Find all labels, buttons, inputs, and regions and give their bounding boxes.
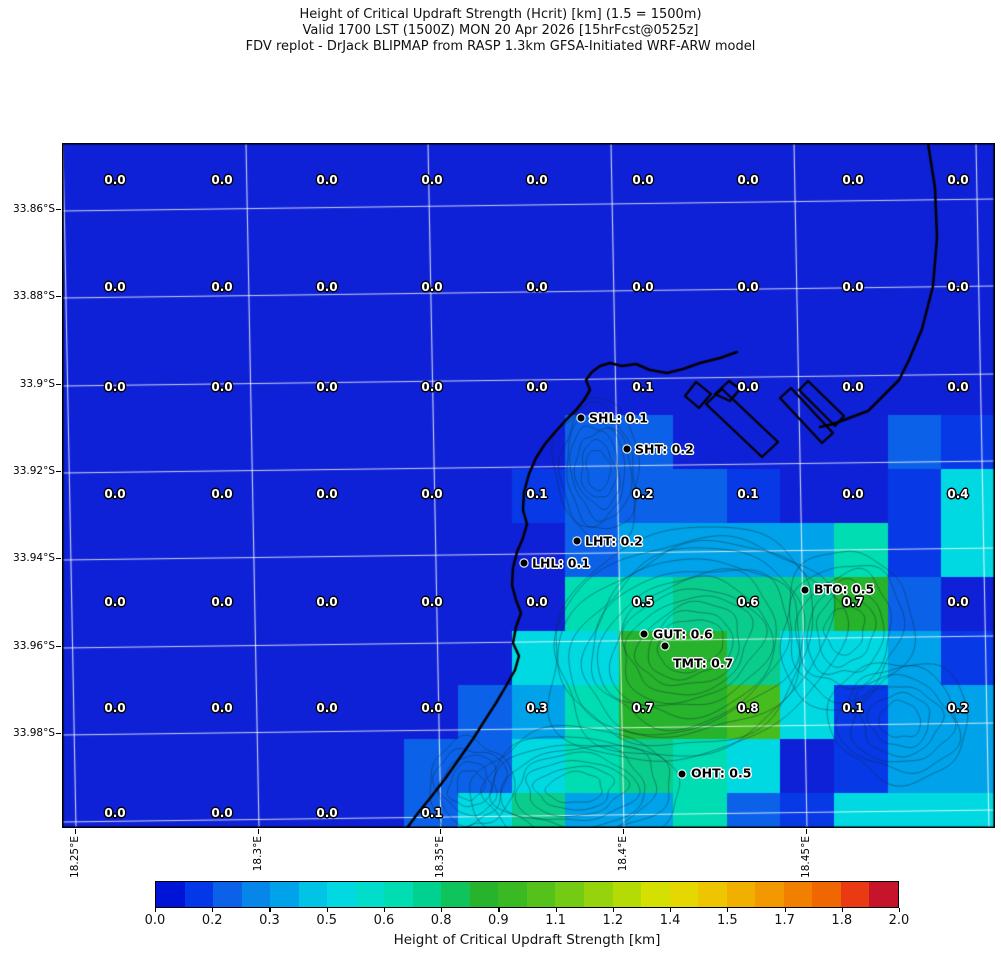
colorbar-tick — [155, 908, 157, 912]
colorbar-segment — [384, 882, 413, 907]
colorbar-tick — [555, 908, 557, 912]
lat-tick-label: 33.92°S — [13, 465, 55, 477]
colorbar-label: Height of Critical Updraft Strength [km] — [393, 932, 661, 948]
lon-axis-tick — [623, 829, 625, 834]
colorbar-segment — [156, 882, 185, 907]
colorbar-tick-label: 1.4 — [659, 913, 681, 928]
colorbar-segment — [755, 882, 784, 907]
lon-axis-tick — [806, 829, 808, 834]
lat-axis-tick — [56, 296, 61, 298]
lat-axis-tick — [56, 384, 61, 386]
lon-tick-label: 18.35°E — [434, 836, 446, 878]
colorbar-segment — [412, 882, 442, 907]
colorbar-segment — [869, 882, 898, 907]
colorbar-tick-label: 1.7 — [774, 913, 795, 928]
colorbar-tick-label: 1.1 — [545, 913, 566, 928]
colorbar-tick-label: 1.8 — [831, 913, 853, 928]
colorbar-tick — [612, 908, 615, 912]
colorbar-segment — [441, 882, 470, 907]
colorbar-tick-label: 2.0 — [888, 913, 910, 928]
lon-tick-label: 18.3°E — [252, 836, 264, 872]
colorbar-tick-label: 0.5 — [316, 913, 338, 928]
lat-axis-tick — [56, 209, 61, 211]
colorbar-segment — [298, 882, 328, 907]
colorbar-tick-label: 0.8 — [430, 913, 452, 928]
lon-axis-tick — [258, 829, 260, 834]
colorbar-tick — [727, 908, 729, 912]
colorbar-tick-label: 0.6 — [373, 913, 395, 928]
colorbar-tick — [784, 908, 786, 912]
lat-axis-tick — [56, 471, 61, 473]
colorbar-segment — [327, 882, 356, 907]
colorbar-tick — [269, 908, 271, 912]
plot-title-line2: Valid 1700 LST (1500Z) MON 20 Apr 2026 [… — [302, 23, 699, 38]
colorbar-tick — [498, 908, 500, 912]
colorbar-tick-label: 0.3 — [259, 913, 280, 928]
lat-tick-label: 33.98°S — [13, 727, 55, 739]
colorbar-segment — [669, 882, 699, 907]
lat-tick-label: 33.96°S — [13, 640, 55, 652]
colorbar-segment — [726, 882, 756, 907]
lon-tick-label: 18.4°E — [617, 836, 629, 872]
lat-tick-label: 33.9°S — [19, 378, 55, 390]
colorbar-tick — [326, 908, 328, 912]
colorbar-segment — [526, 882, 556, 907]
lon-axis-tick — [75, 829, 77, 834]
colorbar-tick — [441, 908, 443, 912]
colorbar-segment — [555, 882, 584, 907]
colorbar-segment — [469, 882, 499, 907]
colorbar-tick-label: 0.2 — [201, 913, 223, 928]
colorbar-tick — [899, 908, 901, 912]
colorbar-tick — [841, 908, 843, 912]
lon-tick-label: 18.25°E — [69, 836, 81, 878]
colorbar-segment — [583, 882, 613, 907]
colorbar-segment — [184, 882, 214, 907]
colorbar-tick-label: 0.0 — [144, 913, 166, 928]
colorbar-segment — [270, 882, 299, 907]
map-canvas — [62, 143, 995, 828]
plot-title-line1: Height of Critical Updraft Strength (Hcr… — [299, 7, 702, 22]
colorbar-segment — [840, 882, 870, 907]
colorbar-segment — [241, 882, 271, 907]
colorbar-segment — [812, 882, 841, 907]
lat-axis-tick — [56, 558, 61, 560]
lat-tick-label: 33.94°S — [13, 552, 55, 564]
lon-tick-label: 18.45°E — [800, 836, 812, 878]
plot-title-line3: FDV replot - DrJack BLIPMAP from RASP 1.… — [245, 39, 756, 54]
colorbar-tick-label: 0.9 — [488, 913, 509, 928]
lat-tick-label: 33.88°S — [13, 290, 55, 302]
colorbar-tick-label: 1.2 — [602, 913, 624, 928]
colorbar-segment — [498, 882, 527, 907]
colorbar-segment — [355, 882, 385, 907]
lat-axis-tick — [56, 733, 61, 735]
lat-tick-label: 33.86°S — [13, 203, 55, 215]
colorbar-tick-label: 1.5 — [716, 913, 738, 928]
colorbar-tick — [670, 908, 672, 912]
colorbar-segment — [698, 882, 727, 907]
lat-axis-tick — [56, 646, 61, 648]
colorbar — [155, 881, 899, 908]
colorbar-segment — [612, 882, 642, 907]
lon-axis-tick — [440, 829, 442, 834]
colorbar-segment — [213, 882, 242, 907]
colorbar-tick — [383, 908, 386, 912]
colorbar-segment — [783, 882, 813, 907]
colorbar-segment — [641, 882, 670, 907]
colorbar-tick — [212, 908, 214, 912]
plot-title: Height of Critical Updraft Strength (Hcr… — [0, 7, 1001, 55]
